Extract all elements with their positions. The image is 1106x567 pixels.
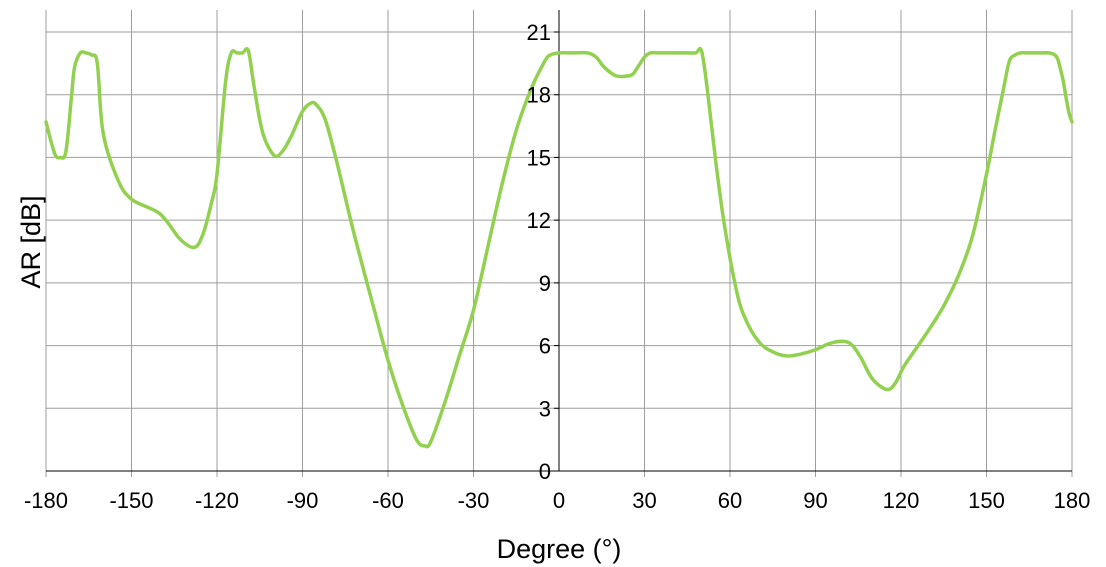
- x-tick-label: -60: [372, 488, 404, 513]
- x-tick-label: 30: [632, 488, 656, 513]
- y-tick-label: 0: [539, 459, 551, 484]
- x-tick-label: 150: [968, 488, 1005, 513]
- x-tick-label: 60: [718, 488, 742, 513]
- x-tick-label: -180: [24, 488, 68, 513]
- y-tick-labels: 0 3 6 9 12 15 18 21: [527, 20, 551, 484]
- x-tick-label: -120: [195, 488, 239, 513]
- x-tick-label: 120: [883, 488, 920, 513]
- y-axis-title: AR [dB]: [16, 195, 46, 288]
- y-tick-label: 15: [527, 145, 551, 170]
- x-tick-label: -90: [287, 488, 319, 513]
- x-tick-label: -150: [109, 488, 153, 513]
- x-tick-label: 0: [553, 488, 565, 513]
- y-tick-label: 12: [527, 208, 551, 233]
- y-tick-label: 3: [539, 396, 551, 421]
- y-tick-label: 6: [539, 334, 551, 359]
- x-tick-labels: -180 -150 -120 -90 -60 -30 0 30 60 90 120 150 180: [24, 488, 1090, 513]
- x-tick-label: -30: [458, 488, 490, 513]
- y-tick-label: 21: [527, 20, 551, 45]
- y-tick-label: 9: [539, 271, 551, 296]
- x-tick-label: 90: [803, 488, 827, 513]
- x-tick-label: 180: [1054, 488, 1091, 513]
- x-axis-title: Degree (°): [497, 534, 622, 564]
- y-tick-label: 18: [527, 83, 551, 108]
